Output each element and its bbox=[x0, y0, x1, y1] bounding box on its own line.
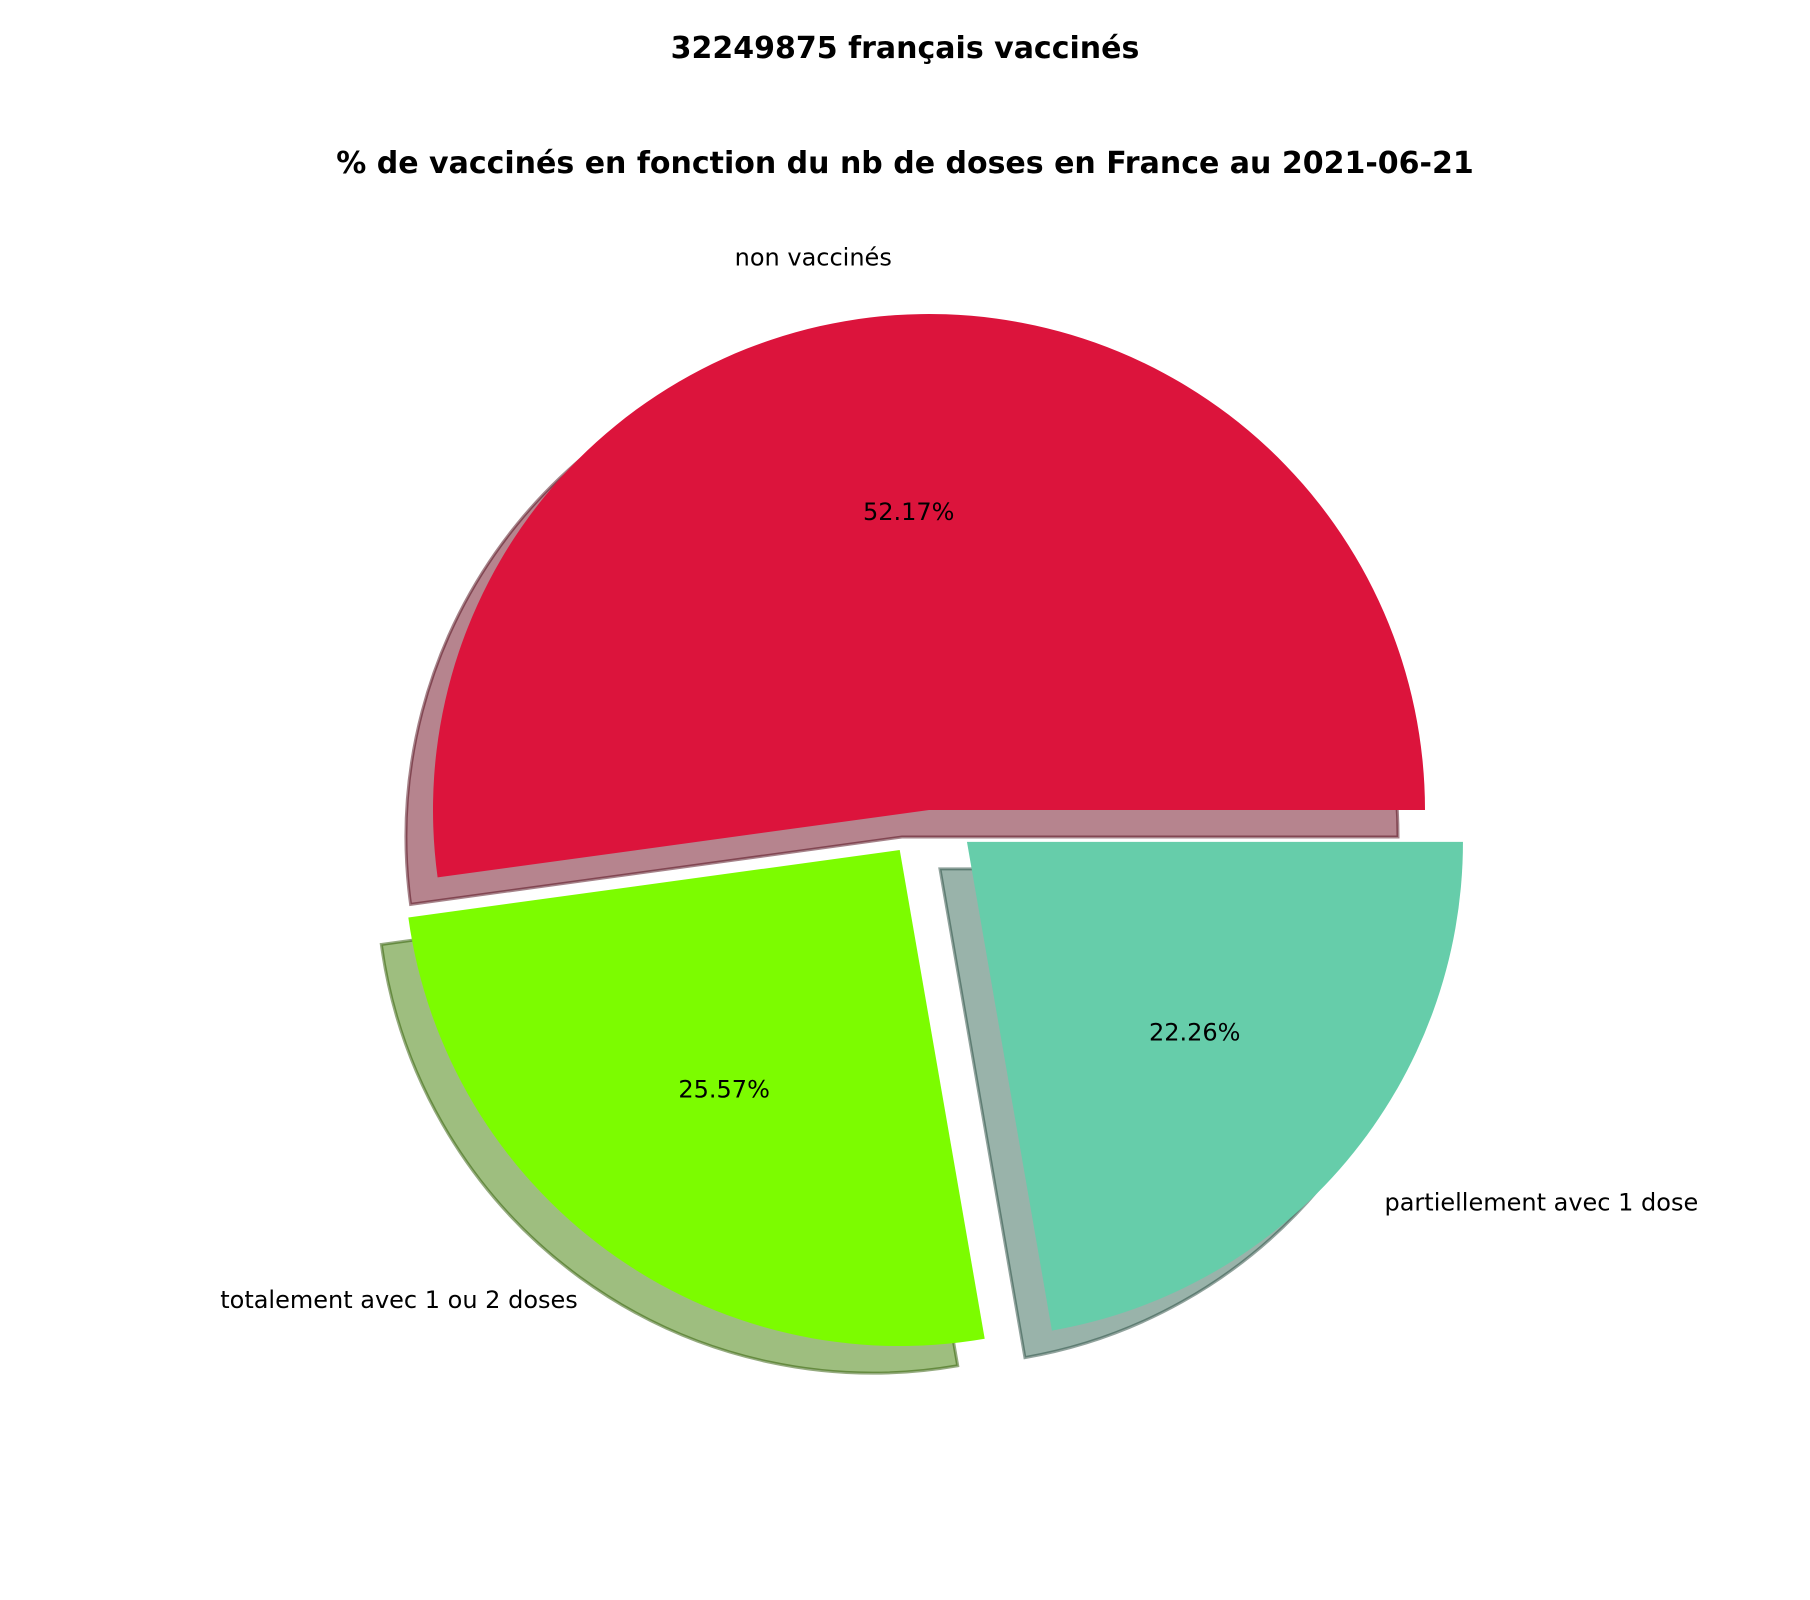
pct-label-partiellement-avec-1-dose: 22.26% bbox=[1149, 1018, 1241, 1046]
wedge-non-vaccines bbox=[432, 313, 1426, 878]
wedge-totalement-avec-1-ou-2-doses bbox=[408, 850, 985, 1347]
wedge-partiellement-avec-1-dose bbox=[966, 841, 1463, 1331]
pie-labels: non vaccinés 52.17% totalement avec 1 ou 2… bbox=[220, 244, 1698, 1314]
pct-label-totalement-avec-1-ou-2-doses: 25.57% bbox=[678, 1075, 770, 1103]
slice-label-non-vaccines: non vaccinés bbox=[735, 244, 892, 272]
slice-label-totalement-avec-1-ou-2-doses: totalement avec 1 ou 2 doses bbox=[220, 1286, 578, 1314]
chart-title: % de vaccinés en fonction du nb de doses… bbox=[336, 146, 1473, 181]
slice-label-partiellement-avec-1-dose: partiellement avec 1 dose bbox=[1384, 1189, 1698, 1217]
chart-suptitle: 32249875 français vaccinés bbox=[671, 31, 1140, 66]
pie-wedges bbox=[408, 313, 1463, 1347]
pct-label-non-vaccines: 52.17% bbox=[863, 498, 955, 526]
